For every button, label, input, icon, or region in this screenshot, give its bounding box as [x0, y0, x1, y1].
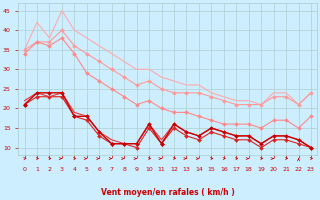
- X-axis label: Vent moyen/en rafales ( km/h ): Vent moyen/en rafales ( km/h ): [101, 188, 235, 197]
